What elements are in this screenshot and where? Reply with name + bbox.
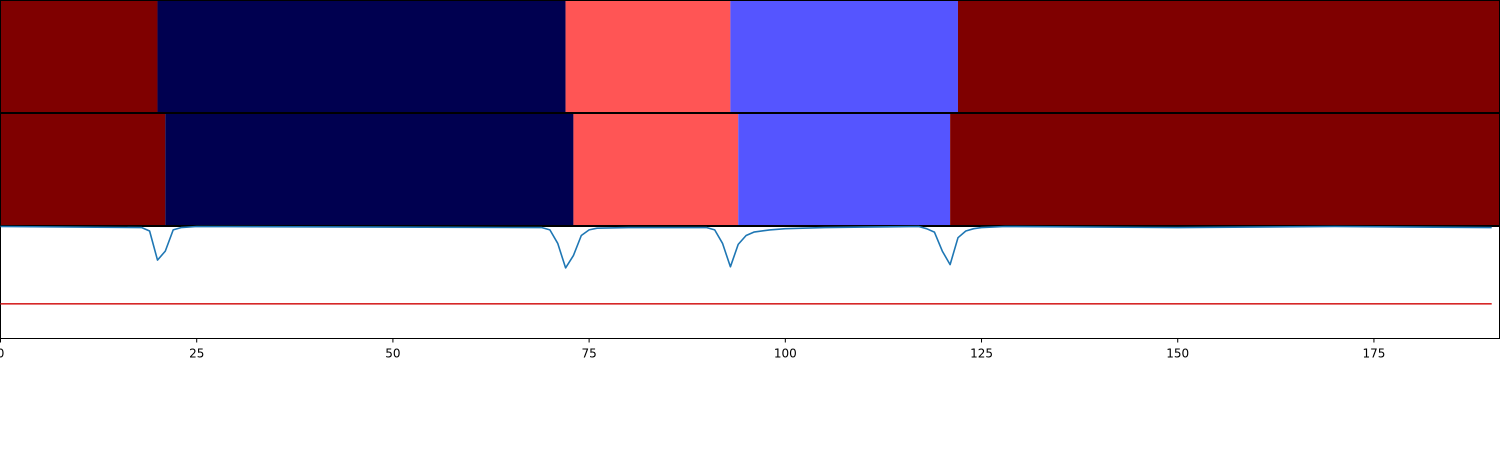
plot-lines xyxy=(0,225,1492,305)
segmentation-strip-middle xyxy=(0,113,1500,226)
x-tick-label: 75 xyxy=(581,347,596,361)
score-line xyxy=(0,225,1492,269)
x-tick-label: 125 xyxy=(970,347,993,361)
x-tick-label: 175 xyxy=(1362,347,1385,361)
segment-middle-4 xyxy=(950,113,1500,226)
segment-top-2 xyxy=(565,0,731,113)
plot-frame xyxy=(0,226,1500,339)
segment-top-4 xyxy=(957,0,1500,113)
x-tick-label: 50 xyxy=(385,347,400,361)
x-tick-label: 0 xyxy=(0,347,4,361)
x-axis: 0 25 50 75 100 125 150 175 xyxy=(0,338,1385,361)
x-tick-label: 25 xyxy=(189,347,204,361)
x-tick-label: 150 xyxy=(1166,347,1189,361)
segmentation-strip-top xyxy=(0,0,1500,113)
score-plot xyxy=(0,225,1500,339)
segment-middle-1 xyxy=(165,113,574,226)
segment-middle-0 xyxy=(0,113,166,226)
segment-top-1 xyxy=(157,0,566,113)
segment-middle-2 xyxy=(573,113,739,226)
segment-middle-3 xyxy=(738,113,951,226)
segment-top-3 xyxy=(730,0,958,113)
x-tick-label: 100 xyxy=(774,347,797,361)
segment-top-0 xyxy=(0,0,158,113)
